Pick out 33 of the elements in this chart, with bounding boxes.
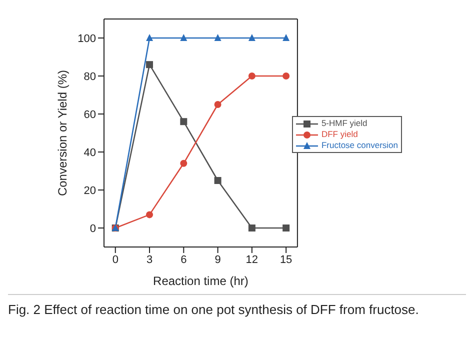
legend-label: Fructose conversion — [321, 140, 398, 151]
legend-label: DFF yield — [321, 129, 358, 140]
caption: Fig. 2 Effect of reaction time on one pot synthesis of DFF from fructose. — [8, 301, 420, 318]
point — [146, 61, 154, 68]
x-axis-title: Reaction time (hr) — [153, 274, 248, 288]
x-tick-label: 9 — [214, 254, 221, 266]
point — [146, 34, 154, 41]
point — [214, 34, 222, 41]
y-tick-label: 100 — [78, 32, 96, 45]
x-tick-label: 6 — [180, 254, 187, 266]
y-tick-label: 0 — [90, 222, 96, 235]
point — [180, 118, 188, 126]
point — [282, 72, 290, 80]
point — [282, 224, 290, 232]
x-tick-label: 0 — [112, 254, 118, 266]
point — [180, 160, 188, 167]
x-tick-label: 3 — [146, 254, 153, 266]
x-tick-label: 15 — [280, 254, 292, 266]
point — [248, 72, 256, 80]
legend-label: 5-HMF yield — [321, 118, 368, 129]
x-tick-label: 12 — [246, 254, 258, 266]
y-tick-label: 20 — [84, 184, 96, 197]
y-tick-label: 80 — [84, 70, 96, 83]
point — [146, 211, 154, 218]
point — [180, 34, 188, 41]
point — [282, 34, 290, 41]
y-tick-label: 60 — [84, 108, 96, 121]
y-axis-title: Conversion or Yield (%) — [55, 70, 70, 196]
point — [248, 34, 256, 41]
point — [214, 177, 222, 184]
y-tick-label: 40 — [84, 146, 96, 159]
point — [214, 101, 222, 108]
point — [248, 224, 256, 232]
